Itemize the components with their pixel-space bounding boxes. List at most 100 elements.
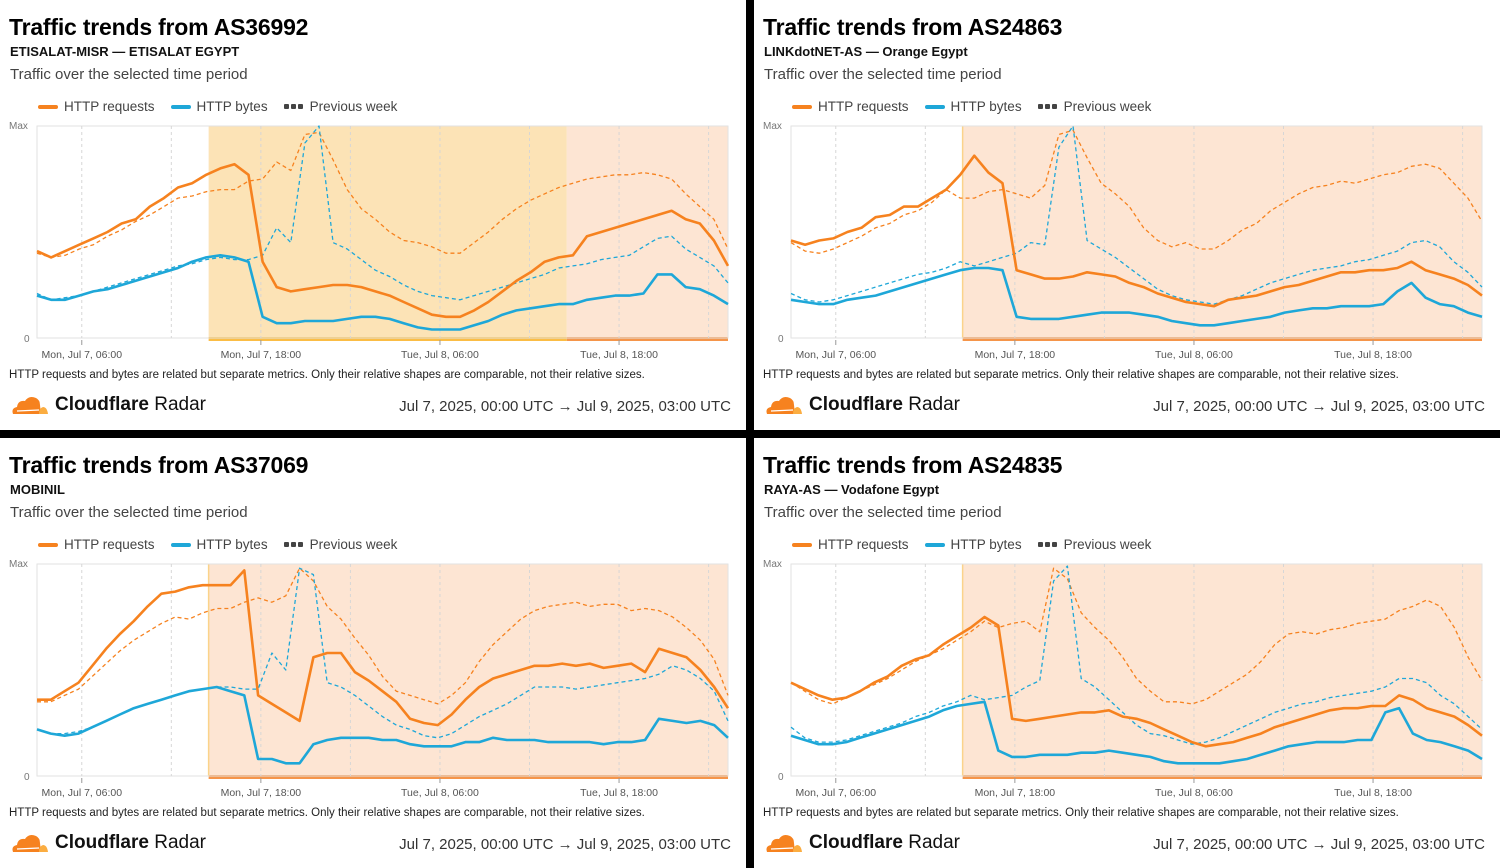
cloudflare-radar-logo[interactable]: Cloudflare Radar — [763, 832, 960, 854]
legend-item-http-bytes[interactable]: HTTP bytes — [170, 99, 268, 114]
plot-frame — [790, 125, 1483, 339]
panel-as37069: Traffic trends from AS37069 MOBINIL Traf… — [0, 438, 746, 868]
legend-item-previous-week[interactable]: Previous week — [1037, 537, 1151, 552]
legend-label: Previous week — [1063, 99, 1152, 114]
y-tick-zero: 0 — [24, 772, 30, 783]
cloudflare-radar-logo[interactable]: Cloudflare Radar — [9, 832, 206, 854]
legend-label: HTTP requests — [64, 537, 155, 552]
brand-name: Cloudflare Radar — [55, 832, 206, 853]
http-requests-swatch-icon — [792, 542, 812, 547]
legend-label: Previous week — [309, 537, 398, 552]
brand-name: Cloudflare Radar — [55, 394, 206, 415]
legend-item-http-requests[interactable]: HTTP requests — [792, 99, 909, 114]
series-http-requests — [36, 162, 730, 319]
legend-item-http-requests[interactable]: HTTP requests — [38, 537, 155, 552]
asn-subtitle: MOBINIL — [10, 482, 65, 497]
panel-as24835: Traffic trends from AS24835 RAYA-AS — Vo… — [754, 438, 1500, 868]
asn-subtitle: ETISALAT-MISR — ETISALAT EGYPT — [10, 44, 240, 59]
chart-legend: HTTP requests HTTP bytes Previous week — [38, 537, 397, 552]
x-tick-label: Tue, Jul 8, 06:00 — [1155, 787, 1233, 799]
chart-legend: HTTP requests HTTP bytes Previous week — [792, 537, 1151, 552]
legend-label: HTTP bytes — [196, 99, 268, 114]
dashed-line-swatch-icon — [283, 542, 304, 547]
legend-label: HTTP requests — [818, 99, 909, 114]
y-tick-max: Max — [763, 121, 782, 132]
traffic-chart[interactable]: Max 0 Mon, Jul 7, 06:00 Mon, Jul 7, 18:00 Tu… — [0, 112, 746, 368]
series-http-bytes-previous-week — [36, 125, 729, 301]
legend-label: Previous week — [309, 99, 398, 114]
series-http-requests-previous-week — [37, 567, 729, 705]
metrics-note: HTTP requests and bytes are related but … — [9, 369, 645, 381]
plot-frame — [36, 125, 729, 339]
series-http-bytes — [790, 266, 1483, 327]
legend-label: HTTP bytes — [196, 537, 268, 552]
x-tick-label: Tue, Jul 8, 06:00 — [401, 787, 479, 799]
legend-item-http-bytes[interactable]: HTTP bytes — [170, 537, 268, 552]
legend-item-previous-week[interactable]: Previous week — [283, 537, 398, 552]
chart-legend: HTTP requests HTTP bytes Previous week — [792, 99, 1151, 114]
outage-region — [962, 126, 1482, 338]
panel-description: Traffic over the selected time period — [764, 504, 1002, 521]
http-requests-swatch-icon — [38, 542, 58, 547]
traffic-chart[interactable]: Max 0 Mon, Jul 7, 06:00 Mon, Jul 7, 18:00 Tu… — [754, 112, 1500, 368]
outage-region — [566, 126, 728, 338]
x-tick-label: Tue, Jul 8, 18:00 — [580, 349, 658, 361]
series-http-bytes-previous-week — [790, 125, 1483, 305]
legend-label: HTTP requests — [64, 99, 155, 114]
outage-bar — [566, 337, 728, 341]
legend-item-previous-week[interactable]: Previous week — [283, 99, 398, 114]
asn-subtitle: LINKdotNET-AS — Orange Egypt — [764, 44, 968, 59]
cloudflare-radar-logo[interactable]: Cloudflare Radar — [763, 394, 960, 416]
cloudflare-radar-logo[interactable]: Cloudflare Radar — [9, 394, 206, 416]
y-tick-max: Max — [9, 559, 28, 570]
x-tick-label: Mon, Jul 7, 18:00 — [221, 787, 302, 799]
date-range: Jul 7, 2025, 00:00 UTC → Jul 9, 2025, 03… — [399, 836, 731, 853]
metrics-note: HTTP requests and bytes are related but … — [9, 807, 645, 819]
date-range: Jul 7, 2025, 00:00 UTC → Jul 9, 2025, 03… — [399, 398, 731, 415]
legend-item-http-bytes[interactable]: HTTP bytes — [924, 537, 1022, 552]
x-tick-label: Mon, Jul 7, 06:00 — [41, 787, 122, 799]
date-range: Jul 7, 2025, 00:00 UTC → Jul 9, 2025, 03… — [1153, 398, 1485, 415]
series-http-bytes-previous-week — [790, 565, 1483, 745]
legend-item-http-bytes[interactable]: HTTP bytes — [924, 99, 1022, 114]
date-range: Jul 7, 2025, 00:00 UTC → Jul 9, 2025, 03… — [1153, 836, 1485, 853]
series-http-requests — [37, 569, 730, 727]
panel-as36992: Traffic trends from AS36992 ETISALAT-MIS… — [0, 0, 746, 430]
dashed-line-swatch-icon — [1037, 104, 1058, 109]
x-tick-label: Tue, Jul 8, 18:00 — [1334, 349, 1412, 361]
http-requests-swatch-icon — [792, 104, 812, 109]
http-bytes-swatch-icon — [924, 104, 945, 109]
http-bytes-swatch-icon — [170, 542, 191, 547]
y-tick-max: Max — [763, 559, 782, 570]
cloudflare-cloud-icon — [766, 397, 802, 414]
x-tick-label: Tue, Jul 8, 18:00 — [580, 787, 658, 799]
metrics-note: HTTP requests and bytes are related but … — [763, 369, 1399, 381]
x-tick-label: Mon, Jul 7, 06:00 — [795, 787, 876, 799]
legend-item-http-requests[interactable]: HTTP requests — [792, 537, 909, 552]
chart-legend: HTTP requests HTTP bytes Previous week — [38, 99, 397, 114]
panel-title: Traffic trends from AS24863 — [763, 14, 1063, 40]
panel-title: Traffic trends from AS37069 — [9, 452, 309, 478]
cloudflare-cloud-icon — [12, 835, 48, 852]
x-tick-label: Mon, Jul 7, 18:00 — [975, 787, 1056, 799]
series-http-bytes — [36, 254, 729, 331]
http-bytes-swatch-icon — [924, 542, 945, 547]
traffic-chart[interactable]: Max 0 Mon, Jul 7, 06:00 Mon, Jul 7, 18:00 Tu… — [0, 550, 746, 806]
legend-label: HTTP bytes — [950, 99, 1022, 114]
dashed-line-swatch-icon — [1037, 542, 1058, 547]
panel-title: Traffic trends from AS24835 — [763, 452, 1063, 478]
series-http-requests-previous-week — [790, 567, 1483, 705]
http-requests-swatch-icon — [38, 104, 58, 109]
series-http-requests-previous-week — [790, 129, 1483, 254]
legend-item-previous-week[interactable]: Previous week — [1037, 99, 1152, 114]
legend-item-http-requests[interactable]: HTTP requests — [38, 99, 155, 114]
traffic-chart[interactable]: Max 0 Mon, Jul 7, 06:00 Mon, Jul 7, 18:00 Tu… — [754, 550, 1500, 806]
outage-bar — [962, 337, 1482, 341]
cloudflare-cloud-icon — [12, 397, 48, 414]
brand-name: Cloudflare Radar — [809, 832, 960, 853]
panel-as24863: Traffic trends from AS24863 LINKdotNET-A… — [754, 0, 1500, 430]
panel-description: Traffic over the selected time period — [10, 504, 248, 521]
x-tick-label: Tue, Jul 8, 06:00 — [1155, 349, 1233, 361]
series-http-requests-previous-week — [36, 131, 729, 259]
asn-subtitle: RAYA-AS — Vodafone Egypt — [764, 482, 940, 497]
